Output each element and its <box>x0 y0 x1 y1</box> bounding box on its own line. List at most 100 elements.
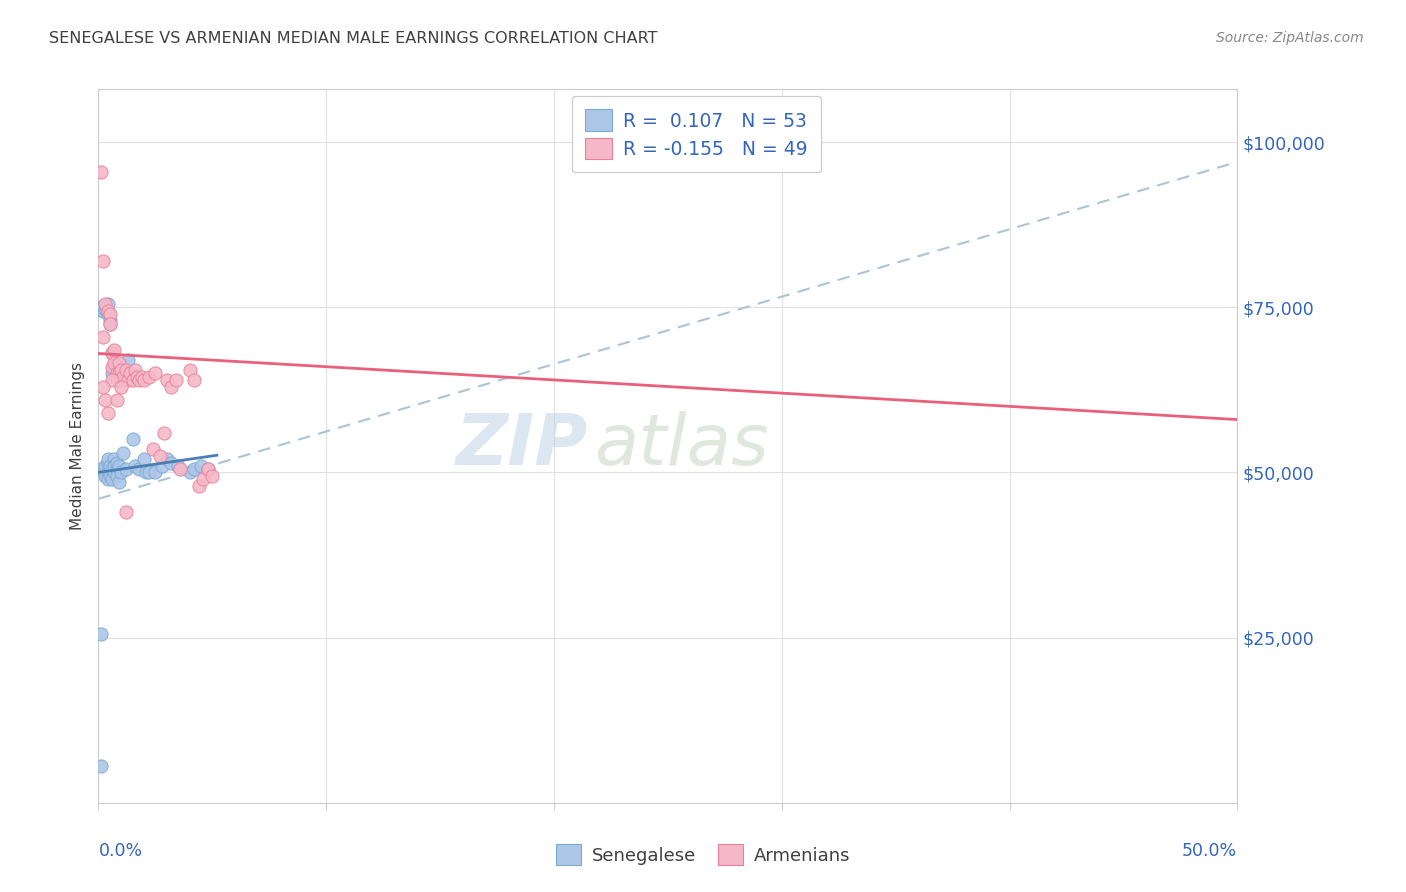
Point <box>105 392 128 407</box>
Point <box>91 254 114 268</box>
Point <box>103 458 125 473</box>
Point <box>96 303 118 318</box>
Text: 50.0%: 50.0% <box>1182 842 1237 860</box>
Point <box>132 452 155 467</box>
Point <box>201 468 224 483</box>
Point <box>98 317 121 331</box>
Point <box>149 449 172 463</box>
Point <box>105 468 128 483</box>
Point <box>105 462 128 476</box>
Point <box>91 299 114 313</box>
Point <box>101 472 124 486</box>
Point <box>110 466 132 480</box>
Point <box>117 373 139 387</box>
Point <box>96 297 118 311</box>
Point <box>169 462 191 476</box>
Point <box>105 456 128 470</box>
Point <box>91 379 114 393</box>
Point <box>103 466 125 480</box>
Point <box>98 458 121 473</box>
Y-axis label: Median Male Earnings: Median Male Earnings <box>69 362 84 530</box>
Point <box>117 353 139 368</box>
Point <box>90 462 112 476</box>
Point <box>128 462 150 476</box>
Point <box>96 472 118 486</box>
Point <box>108 367 131 381</box>
Point <box>94 466 117 480</box>
Point <box>101 346 124 360</box>
Point <box>108 475 131 490</box>
Point <box>127 369 149 384</box>
Point <box>183 462 205 476</box>
Legend: R =  0.107   N = 53, R = -0.155   N = 49: R = 0.107 N = 53, R = -0.155 N = 49 <box>572 96 821 172</box>
Point <box>150 458 173 473</box>
Point <box>114 363 136 377</box>
Point <box>124 458 146 473</box>
Point <box>105 373 128 387</box>
Point <box>91 300 114 314</box>
Point <box>110 379 132 393</box>
Point <box>197 462 219 476</box>
Point <box>96 466 118 480</box>
Point <box>101 367 124 381</box>
Point <box>124 363 146 377</box>
Point <box>94 392 117 407</box>
Point <box>103 452 125 467</box>
Point <box>94 468 117 483</box>
Point <box>112 369 135 384</box>
Point <box>145 367 167 381</box>
Point <box>108 458 131 473</box>
Point <box>128 373 150 387</box>
Point <box>156 373 179 387</box>
Point <box>91 303 114 318</box>
Point <box>160 456 183 470</box>
Point <box>103 356 125 370</box>
Point <box>179 466 201 480</box>
Point <box>114 462 136 476</box>
Point <box>101 346 124 360</box>
Point <box>138 369 160 384</box>
Point <box>94 301 117 316</box>
Text: ZIP: ZIP <box>456 411 588 481</box>
Point <box>142 442 165 457</box>
Point <box>110 373 132 387</box>
Point <box>110 363 132 377</box>
Point <box>98 313 121 327</box>
Point <box>94 458 117 473</box>
Point <box>101 359 124 374</box>
Point <box>91 330 114 344</box>
Text: Source: ZipAtlas.com: Source: ZipAtlas.com <box>1216 31 1364 45</box>
Point <box>108 356 131 370</box>
Point <box>94 462 117 476</box>
Point <box>90 165 112 179</box>
Point <box>160 379 183 393</box>
Point <box>145 466 167 480</box>
Point <box>121 373 143 387</box>
Point <box>112 445 135 459</box>
Point <box>138 466 160 480</box>
Point <box>153 425 176 440</box>
Point <box>98 317 121 331</box>
Point <box>179 363 201 377</box>
Point <box>96 406 118 420</box>
Point <box>90 627 112 641</box>
Point <box>98 307 121 321</box>
Point <box>96 456 118 470</box>
Point <box>131 369 153 384</box>
Point <box>96 307 118 321</box>
Point <box>183 373 205 387</box>
Point <box>121 433 143 447</box>
Text: 0.0%: 0.0% <box>98 842 142 860</box>
Point <box>94 297 117 311</box>
Legend: Senegalese, Armenians: Senegalese, Armenians <box>547 835 859 874</box>
Point <box>193 472 215 486</box>
Point <box>96 452 118 467</box>
Point <box>98 466 121 480</box>
Point <box>135 466 157 480</box>
Text: SENEGALESE VS ARMENIAN MEDIAN MALE EARNINGS CORRELATION CHART: SENEGALESE VS ARMENIAN MEDIAN MALE EARNI… <box>49 31 658 46</box>
Text: atlas: atlas <box>593 411 769 481</box>
Point <box>120 367 142 381</box>
Point <box>197 462 219 476</box>
Point <box>101 373 124 387</box>
Point <box>156 452 179 467</box>
